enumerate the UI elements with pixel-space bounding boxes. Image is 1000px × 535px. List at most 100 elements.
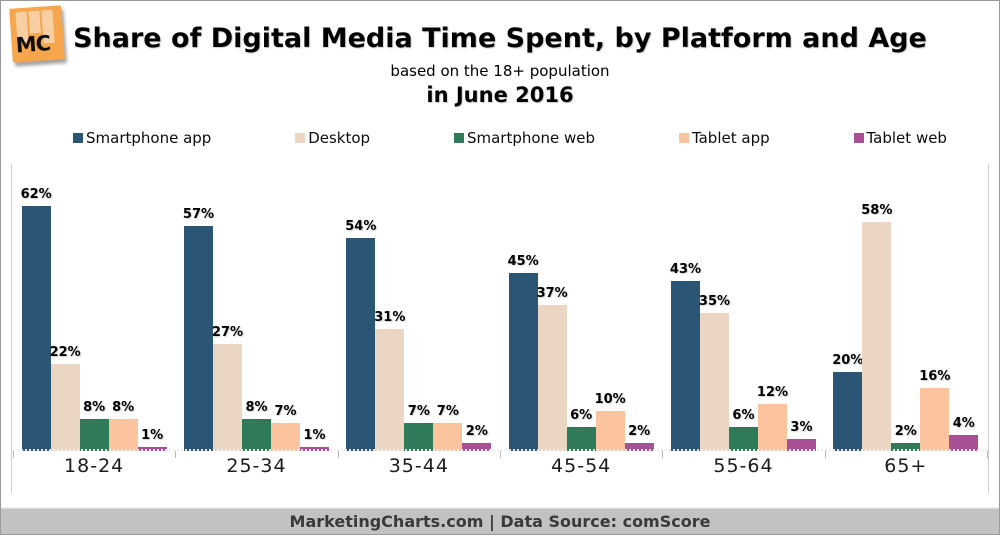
bar-value-label: 20% [832, 353, 864, 368]
logo-text: MC [14, 31, 51, 58]
axis-tick [824, 451, 826, 458]
bar-group-18-24: 62% 22% 8% 8% 1% [13, 156, 175, 451]
bar-smartphone-app-65+: 20% [832, 353, 863, 451]
bar-value-label: 7% [407, 404, 430, 419]
bar-smartphone-web-65+: 2% [891, 424, 921, 451]
marketingcharts-logo: MC [9, 5, 65, 63]
bar-tablet-app-45-54: 10% [595, 392, 626, 451]
bar-row: 57% 27% 8% 7% 1% [175, 207, 337, 451]
axis-tick [500, 451, 501, 458]
bar-value-label: 35% [698, 294, 731, 309]
legend-swatch-icon [73, 133, 83, 143]
bar-tablet-web-55-64: 3% [786, 420, 816, 451]
bar-tablet-web-35-44: 2% [462, 424, 492, 451]
bar-tablet-app-55-64: 12% [757, 385, 788, 451]
legend: Smartphone app Desktop Smartphone web Table… [73, 129, 947, 147]
bar-value-label: 8% [83, 400, 106, 415]
y-axis-line [11, 164, 12, 493]
bar-value-label: 4% [952, 416, 975, 431]
legend-label: Tablet web [866, 129, 947, 147]
right-axis-line [988, 164, 989, 493]
legend-swatch-icon [453, 133, 464, 143]
bar-value-label: 7% [436, 404, 459, 419]
legend-swatch-icon [295, 133, 306, 143]
bar-smartphone-app-45-54: 45% [508, 254, 539, 451]
bar-smartphone-app-25-34: 57% [183, 207, 214, 451]
category-label-18-24: 18-24 [64, 455, 125, 477]
legend-label: Tablet app [691, 129, 770, 147]
category-labels: 18-24 25-34 35-44 45-54 55-64 65+ [13, 455, 987, 477]
bar-groups: 62% 22% 8% 8% 1% 57% 27% 8% 7% 1% 54% 31% 7% 7% 2% 45% 3… [13, 156, 987, 451]
bar-value-label: 7% [274, 404, 297, 419]
bar-desktop-25-34: 27% [212, 325, 243, 451]
bar-desktop-65+: 58% [861, 203, 892, 451]
legend-item-desktop: Desktop [295, 129, 370, 147]
legend-item-smartphone-web: Smartphone web [453, 129, 595, 147]
bar-smartphone-web-55-64: 6% [728, 408, 758, 451]
bar-value-label: 2% [465, 424, 488, 439]
bar-value-label: 57% [182, 207, 215, 222]
x-axis-baseline [13, 447, 987, 451]
plot-area: 62% 22% 8% 8% 1% 57% 27% 8% 7% 1% 54% 31% 7% 7% 2% 45% 3… [11, 156, 989, 493]
bar-desktop-55-64: 35% [699, 294, 730, 451]
bar-value-label: 16% [919, 369, 951, 384]
bar-tablet-app-25-34: 7% [270, 404, 300, 451]
bar-smartphone-web-18-24: 8% [79, 400, 109, 451]
bar-value-label: 62% [20, 187, 52, 202]
bar-value-label: 43% [669, 262, 702, 277]
axis-tick [987, 451, 988, 458]
bar-value-label: 6% [570, 408, 593, 423]
legend-label: Desktop [308, 129, 371, 147]
category-label-45-54: 45-54 [551, 455, 612, 477]
legend-item-tablet-web: Tablet web [853, 129, 947, 147]
bar-row: 62% 22% 8% 8% 1% [13, 187, 175, 451]
category-label-35-44: 35-44 [388, 455, 449, 477]
footer-credit: MarketingCharts.com | Data Source: comSc… [1, 508, 999, 534]
bar-row: 45% 37% 6% 10% 2% [500, 254, 662, 451]
bar-value-label: 2% [628, 424, 651, 439]
bar-group-45-54: 45% 37% 6% 10% 2% [500, 156, 662, 451]
chart-subtitle: based on the 18+ population [390, 62, 610, 80]
bar-smartphone-web-25-34: 8% [241, 400, 271, 451]
bar-value-label: 6% [732, 408, 755, 423]
bar-value-label: 3% [790, 420, 813, 435]
bar-tablet-app-18-24: 8% [108, 400, 138, 451]
legend-swatch-icon [853, 133, 864, 143]
category-label-25-34: 25-34 [226, 455, 287, 477]
axis-tick [662, 451, 664, 458]
chart-title: Share of Digital Media Time Spent, by Pl… [73, 23, 927, 54]
legend-item-tablet-app: Tablet app [678, 129, 770, 147]
logo-bar-icon [28, 10, 41, 34]
bar-value-label: 8% [245, 400, 268, 415]
bar-group-35-44: 54% 31% 7% 7% 2% [338, 156, 500, 451]
bar-group-25-34: 57% 27% 8% 7% 1% [175, 156, 337, 451]
bar-desktop-45-54: 37% [537, 286, 568, 451]
bar-value-label: 45% [507, 254, 539, 269]
bar-value-label: 27% [211, 325, 244, 340]
axis-tick [337, 451, 339, 458]
bar-smartphone-app-35-44: 54% [345, 219, 376, 451]
bar-desktop-35-44: 31% [374, 310, 405, 451]
bar-smartphone-app-18-24: 62% [21, 187, 52, 451]
bar-value-label: 58% [861, 203, 893, 218]
bar-tablet-web-45-54: 2% [624, 424, 654, 451]
bar-value-label: 2% [894, 424, 917, 439]
bar-row: 43% 35% 6% 12% 3% [662, 262, 824, 451]
axis-tick [13, 451, 14, 458]
bar-value-label: 37% [536, 286, 568, 301]
bar-row: 54% 31% 7% 7% 2% [338, 219, 500, 451]
chart-subtitle-date: in June 2016 [426, 83, 574, 107]
bar-smartphone-app-55-64: 43% [670, 262, 701, 451]
logo-card: MC [9, 5, 65, 63]
axis-tick [175, 451, 177, 458]
bar-group-65+: 20% 58% 2% 16% 4% [825, 156, 987, 451]
bar-desktop-18-24: 22% [50, 345, 81, 451]
bar-smartphone-web-45-54: 6% [566, 408, 596, 451]
bar-value-label: 10% [594, 392, 626, 407]
legend-swatch-icon [678, 133, 689, 143]
legend-item-smartphone-app: Smartphone app [73, 129, 211, 147]
bar-value-label: 12% [756, 385, 789, 400]
category-label-65+: 65+ [884, 455, 928, 477]
bar-value-label: 1% [303, 428, 326, 443]
